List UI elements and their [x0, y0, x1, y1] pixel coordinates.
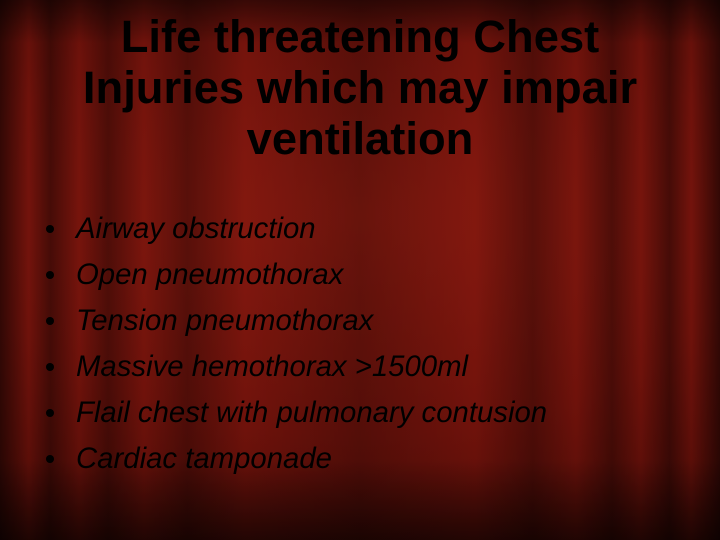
bullet-text: Flail chest with pulmonary contusion: [76, 396, 547, 430]
bullet-text: Open pneumothorax: [76, 258, 343, 292]
bullet-text: Massive hemothorax >1500ml: [76, 350, 468, 384]
bullet-list: Airway obstruction Open pneumothorax Ten…: [46, 206, 690, 482]
list-item: Airway obstruction: [46, 206, 690, 252]
bullet-icon: [46, 225, 54, 233]
bullet-text: Airway obstruction: [76, 212, 316, 246]
bullet-icon: [46, 271, 54, 279]
bullet-icon: [46, 455, 54, 463]
list-item: Cardiac tamponade: [46, 436, 690, 482]
bullet-icon: [46, 317, 54, 325]
bullet-text: Cardiac tamponade: [76, 442, 332, 476]
slide-title: Life threatening Chest Injuries which ma…: [0, 12, 720, 164]
list-item: Tension pneumothorax: [46, 298, 690, 344]
bullet-icon: [46, 363, 54, 371]
list-item: Open pneumothorax: [46, 252, 690, 298]
list-item: Flail chest with pulmonary contusion: [46, 390, 690, 436]
list-item: Massive hemothorax >1500ml: [46, 344, 690, 390]
slide: Life threatening Chest Injuries which ma…: [0, 0, 720, 540]
bullet-text: Tension pneumothorax: [76, 304, 373, 338]
bullet-icon: [46, 409, 54, 417]
